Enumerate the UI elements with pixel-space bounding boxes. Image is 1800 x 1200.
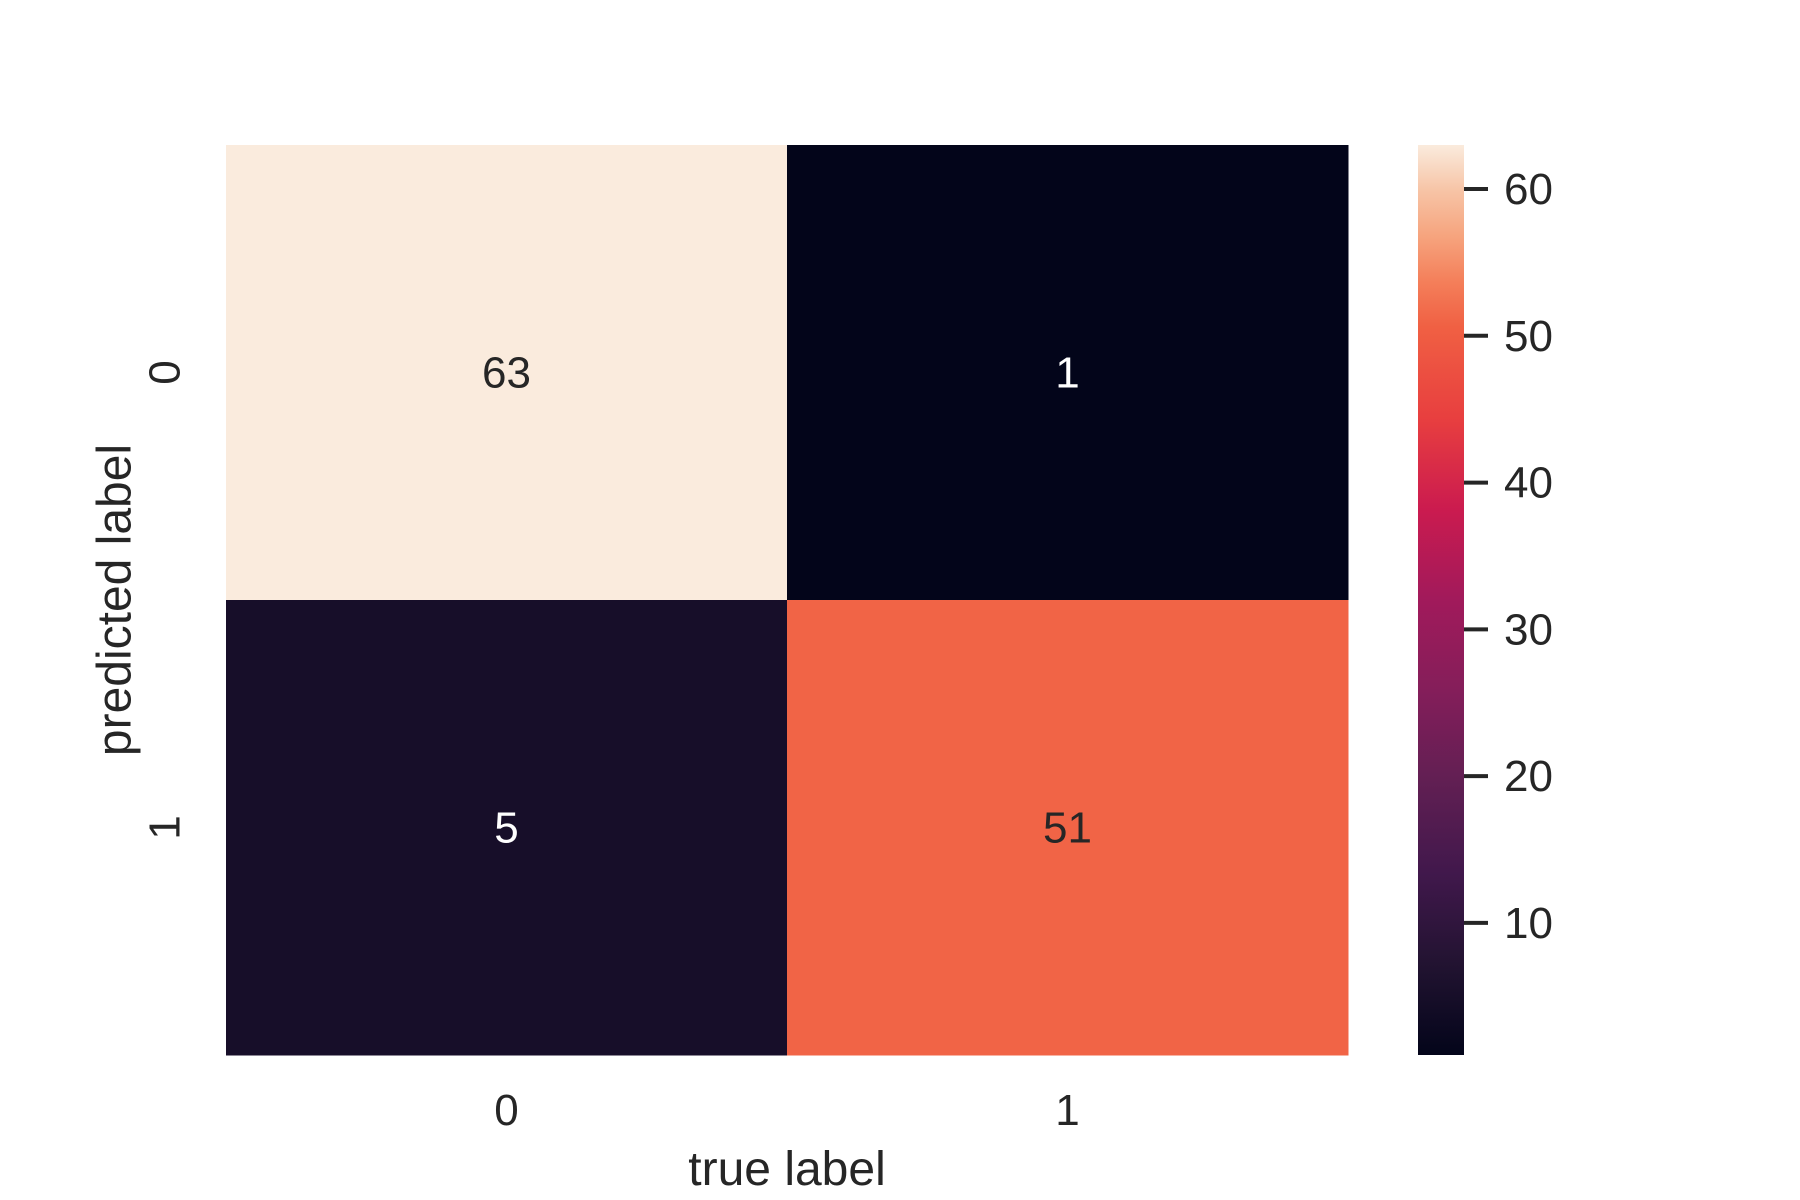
colorbar-tick-label-5: 60: [1504, 165, 1553, 214]
y-tick-label-1: 1: [141, 815, 190, 839]
heatmap-cell-1-1: [787, 600, 1349, 1056]
colorbar-tick-label-3: 40: [1504, 459, 1553, 508]
cell-annotation-1-0: 5: [494, 804, 518, 853]
heatmap-cell-1-0: [226, 600, 788, 1056]
cell-annotation-0-1: 1: [1055, 349, 1079, 398]
colorbar-tick-label-0: 10: [1504, 899, 1553, 948]
cell-annotations: 63 1 5 51: [482, 349, 1092, 853]
colorbar: [1418, 145, 1464, 1055]
colorbar-tick-label-2: 30: [1504, 605, 1553, 654]
heatmap-cells: [226, 145, 1349, 1056]
colorbar-tick-label-4: 50: [1504, 312, 1553, 361]
x-axis-label: true label: [688, 1143, 885, 1196]
heatmap-cell-0-1: [787, 145, 1349, 601]
cell-annotation-0-0: 63: [482, 349, 531, 398]
heatmap-cell-0-0: [226, 145, 788, 601]
cell-annotation-1-1: 51: [1043, 804, 1092, 853]
colorbar-tick-label-1: 20: [1504, 752, 1553, 801]
y-axis-ticks: 01: [141, 360, 190, 839]
y-axis-label: predicted label: [89, 444, 142, 756]
colorbar-ticks: 10 20 30 40 50 60: [1464, 165, 1553, 948]
y-tick-label-0: 0: [141, 360, 190, 384]
x-tick-label-1: 1: [1055, 1086, 1079, 1135]
x-tick-label-0: 0: [494, 1086, 518, 1135]
